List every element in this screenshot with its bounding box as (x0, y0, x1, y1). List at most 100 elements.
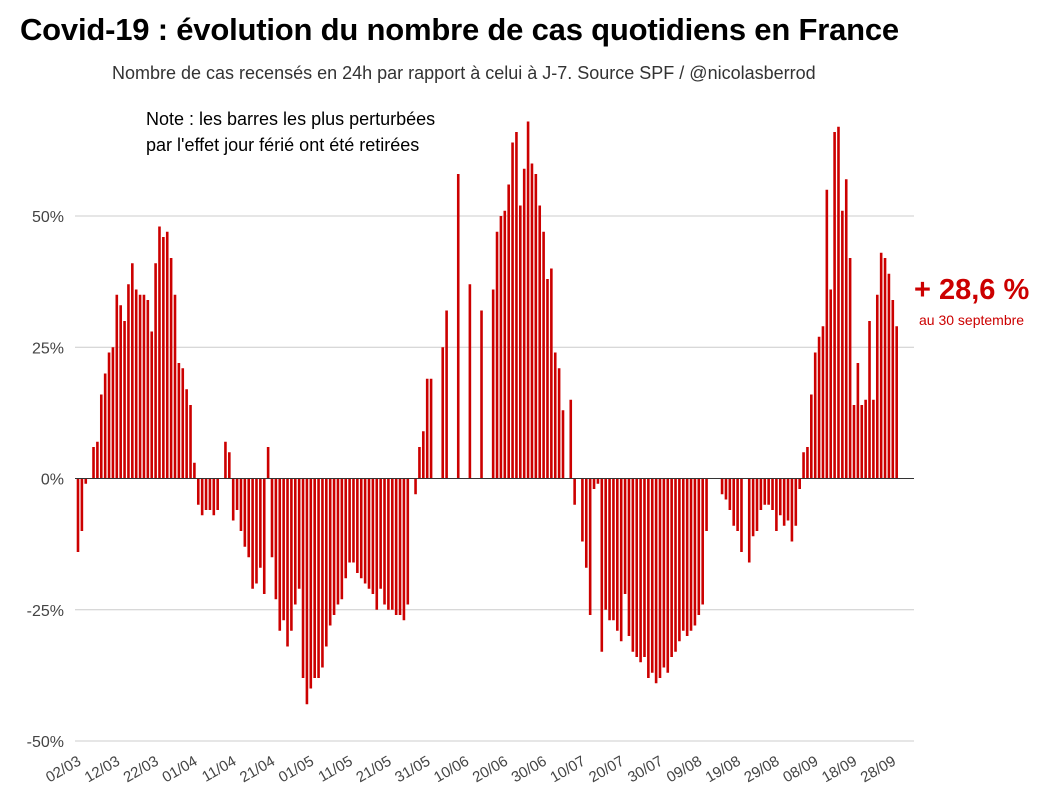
bar (693, 478, 697, 626)
bar (581, 478, 584, 542)
note-line-1: Note : les barres les plus perturbées (146, 109, 436, 129)
bar (255, 478, 258, 584)
bar (266, 447, 270, 479)
bar (790, 478, 794, 542)
bar (608, 478, 611, 621)
bar (138, 294, 142, 479)
bar (670, 478, 673, 657)
bar (212, 478, 216, 516)
bar (798, 478, 801, 489)
y-tick-label: 50% (32, 209, 64, 226)
bar (724, 478, 728, 500)
bar (616, 478, 619, 631)
bar (96, 441, 99, 479)
bar (701, 478, 704, 605)
bar (584, 478, 588, 568)
x-tick-label: 02/03 (43, 753, 84, 786)
bar (290, 478, 293, 631)
bar (499, 216, 503, 479)
y-tick-label: 25% (32, 340, 64, 357)
bar (534, 174, 538, 479)
bar (80, 478, 84, 531)
bar (367, 478, 371, 589)
chart-title: Covid-19 : évolution du nombre de cas qu… (20, 12, 899, 47)
bar (802, 452, 805, 479)
bar (359, 478, 363, 579)
bar (612, 478, 615, 621)
bar (794, 478, 798, 526)
bar (728, 478, 732, 510)
bar (309, 478, 313, 689)
bar (573, 478, 576, 505)
bar (297, 478, 301, 589)
bar (844, 179, 848, 479)
bar (623, 478, 627, 594)
bar (235, 478, 239, 510)
bar (662, 478, 666, 668)
bar (841, 210, 844, 479)
bar (526, 121, 530, 479)
bar (259, 478, 262, 568)
bar (231, 478, 235, 521)
x-tick-label: 11/04 (199, 753, 239, 786)
bar (837, 126, 840, 479)
bar (196, 478, 200, 505)
bar (336, 478, 340, 605)
bar (216, 478, 219, 510)
bar (627, 478, 631, 636)
bar (278, 478, 282, 631)
bar (821, 326, 825, 479)
bar (767, 478, 770, 505)
bar (658, 478, 662, 678)
bar (495, 231, 499, 479)
bar (569, 399, 573, 479)
x-tick-label: 20/07 (586, 753, 627, 786)
bar (406, 478, 410, 605)
bar (375, 478, 379, 610)
y-tick-label: -25% (27, 603, 64, 620)
x-tick-label: 10/07 (547, 753, 588, 786)
grid-layer (75, 215, 914, 742)
bar (740, 478, 743, 552)
x-tick-label: 20/06 (470, 753, 511, 786)
bar (418, 447, 421, 479)
bar (445, 310, 448, 479)
bar (553, 352, 557, 479)
x-tick-label: 30/07 (625, 753, 666, 786)
bar (76, 478, 80, 552)
bar (340, 478, 344, 600)
bar (328, 478, 332, 626)
bar (507, 184, 510, 479)
bar (588, 478, 592, 615)
bar (224, 441, 227, 479)
bar (243, 478, 247, 547)
x-tick-label: 29/08 (741, 753, 782, 786)
bar (557, 368, 561, 479)
bar (200, 478, 204, 516)
bar (763, 478, 767, 505)
bar (84, 478, 88, 484)
bar (887, 273, 891, 479)
bar (394, 478, 398, 615)
bar (158, 226, 161, 479)
bar (829, 289, 833, 479)
bar (363, 478, 367, 584)
bar (123, 321, 126, 479)
bar (747, 478, 751, 563)
chart-subtitle: Nombre de cas recensés en 24h par rappor… (112, 63, 816, 83)
bar (286, 478, 289, 647)
bar (251, 478, 254, 589)
bar (848, 258, 852, 479)
bar (193, 462, 196, 479)
bar (402, 478, 406, 621)
bar (208, 478, 212, 510)
bar (604, 478, 607, 610)
bar (468, 284, 472, 479)
bar (371, 478, 375, 594)
note-line-2: par l'effet jour férié ont été retirées (146, 135, 420, 155)
x-tick-label: 11/05 (316, 753, 356, 786)
bar (325, 478, 328, 647)
bar (321, 478, 324, 668)
x-tick-label: 12/03 (82, 753, 123, 786)
